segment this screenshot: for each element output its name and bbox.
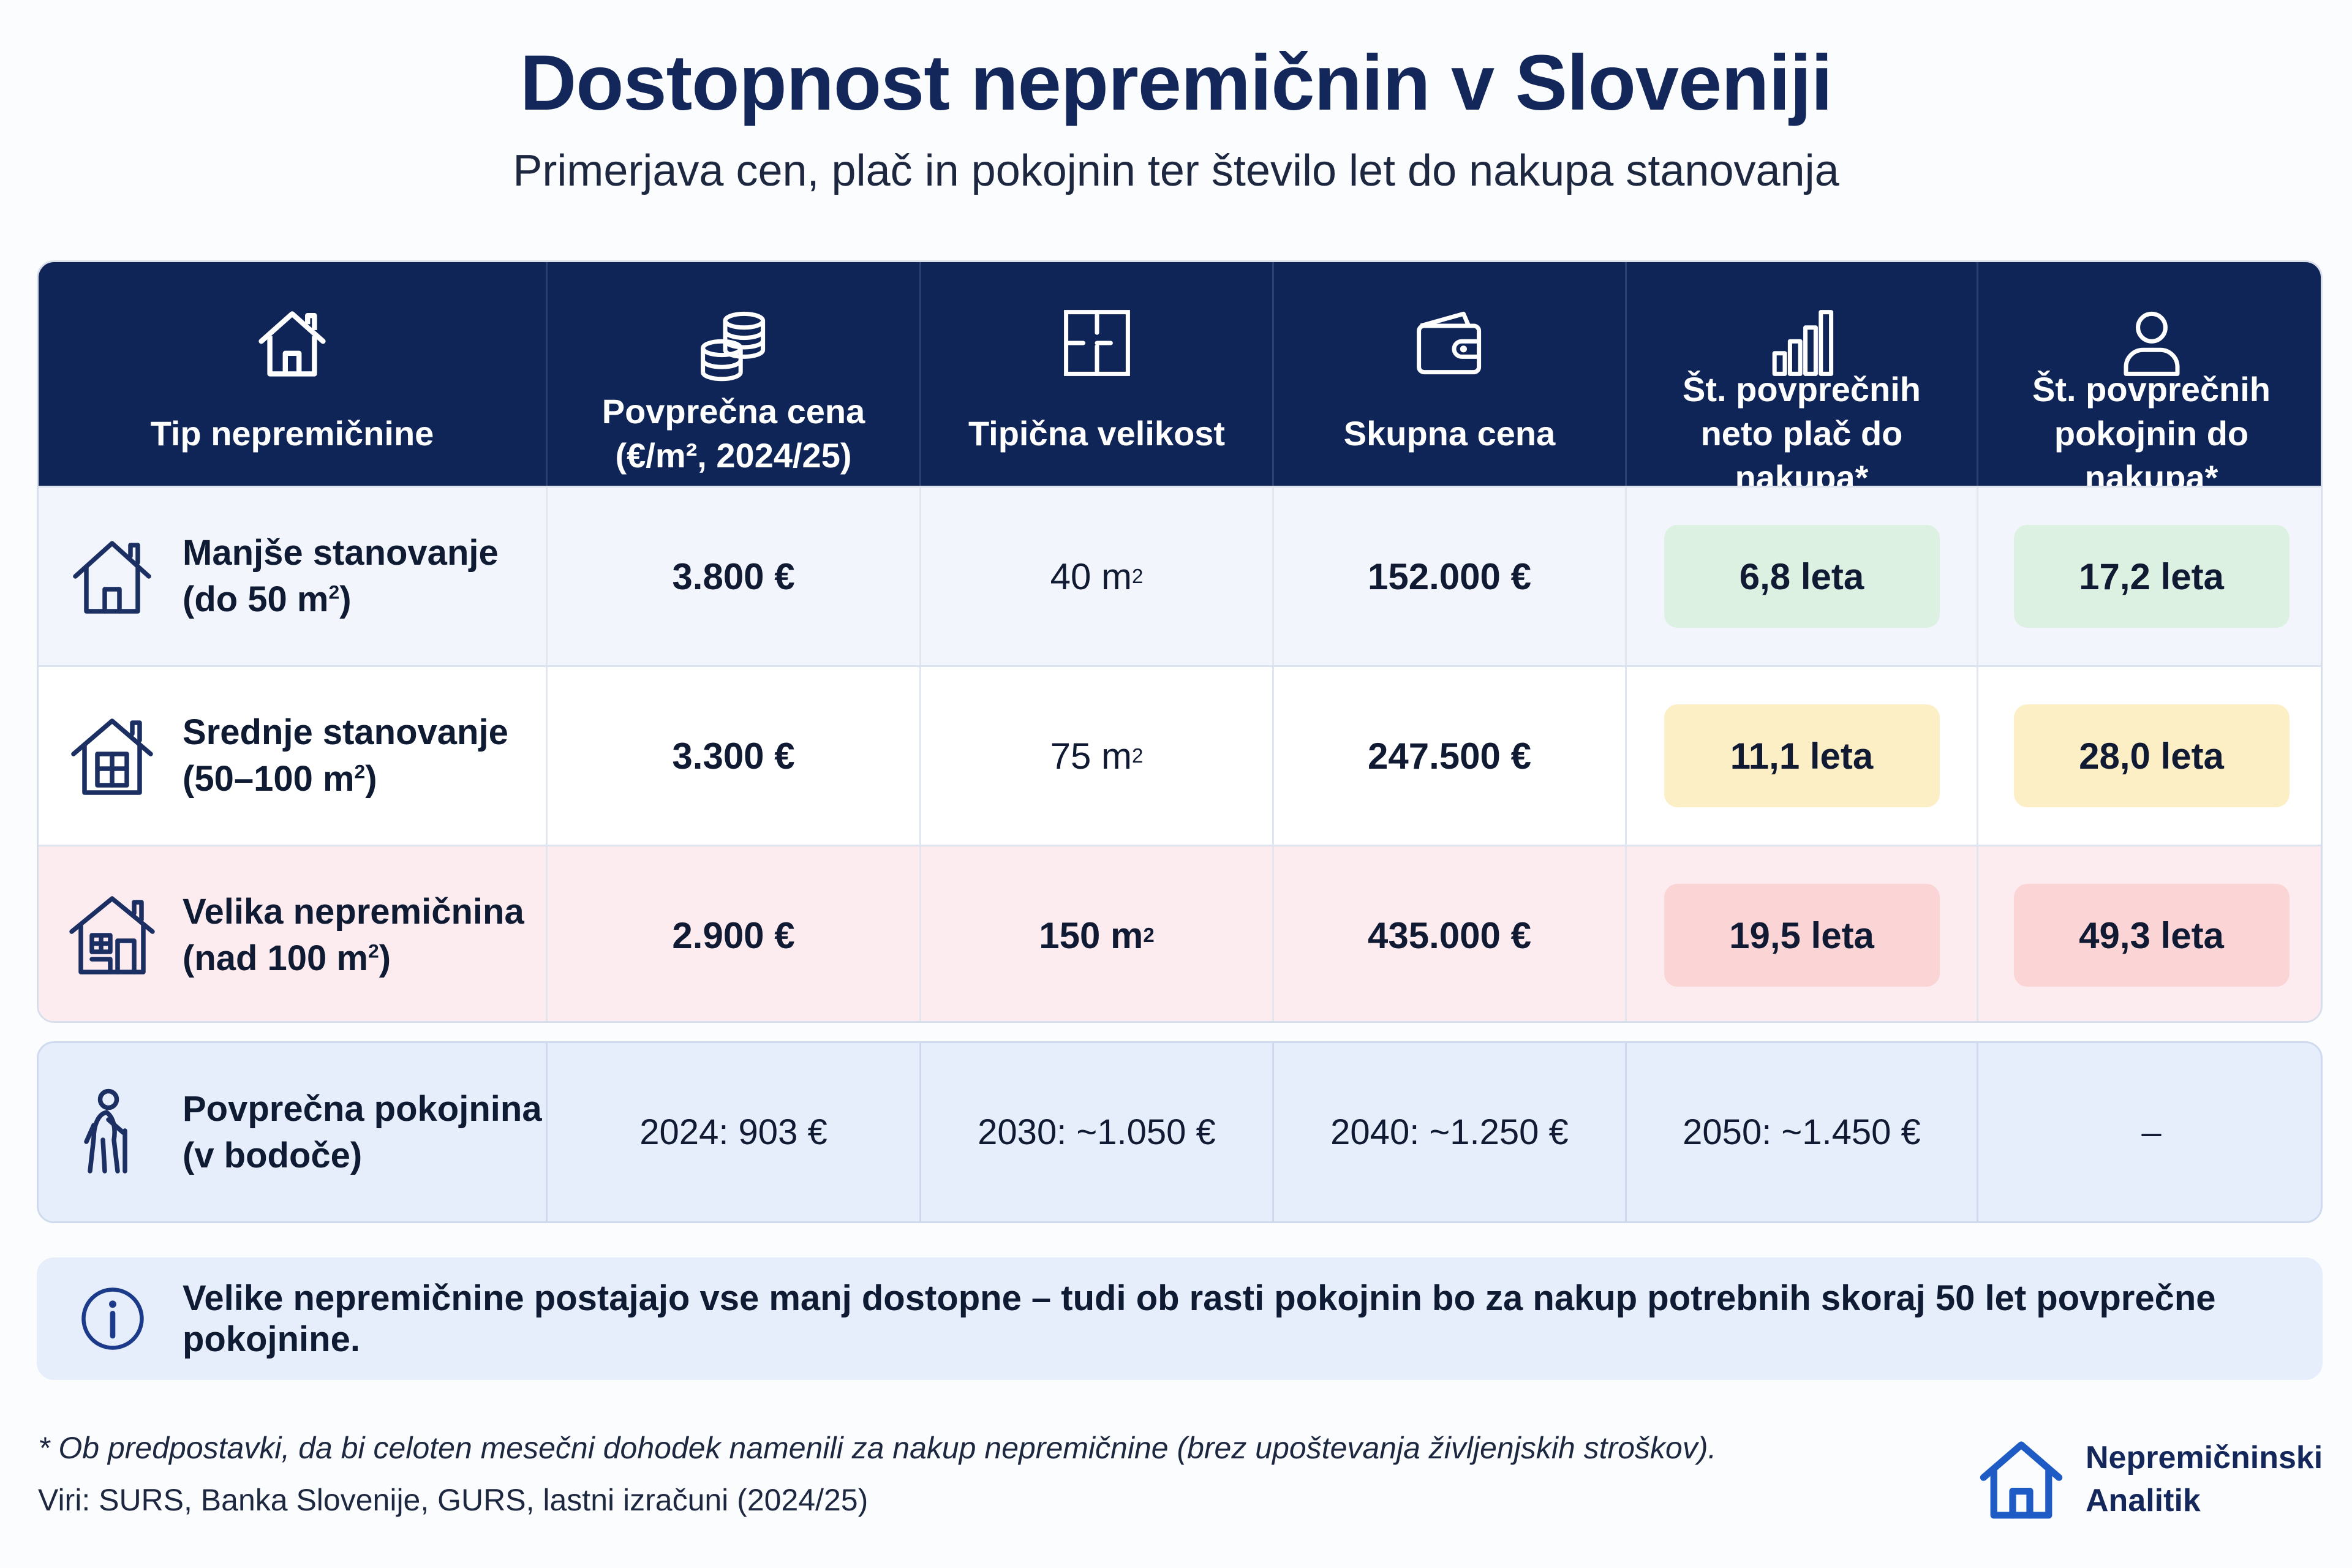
salaries-years-badge: 6,8 leta: [1664, 525, 1940, 628]
pension-value-cell: 2050: ~1.450 €: [1625, 1043, 1977, 1221]
page-subtitle: Primerjava cen, plač in pokojnin ter šte…: [513, 146, 1839, 195]
wallet-icon: [1416, 311, 1481, 375]
floor-plan-icon: [1063, 310, 1130, 376]
table-header: Tip nepremičnine: [39, 262, 2321, 497]
column-header-label: Št. povprečnih: [2032, 370, 2271, 409]
pension-value-cell: –: [1977, 1043, 2321, 1221]
table-row: Manjše stanovanje (do 50 m2) 3.800 € 40 …: [39, 486, 2321, 665]
price-per-m2-cell: 3.300 €: [546, 667, 919, 845]
column-header-label: (€/m², 2024/25): [615, 436, 852, 475]
brand-name: Nepremičninski: [2086, 1440, 2323, 1476]
column-header-label: Št. povprečnih: [1683, 370, 1921, 409]
table-row: Srednje stanovanje (50–100 m2) 3.300 € 7…: [39, 665, 2321, 845]
pensions-cell: 49,3 leta: [1977, 846, 2321, 1021]
total-price-cell: 152.000 €: [1272, 488, 1625, 665]
pension-value-cell: 2030: ~1.050 €: [919, 1043, 1272, 1221]
price-per-m2-cell: 2.900 €: [546, 846, 919, 1021]
total-price-cell: 247.500 €: [1272, 667, 1625, 845]
column-header-salaries: Št. povprečnih neto plač do nakupa*: [1625, 262, 1977, 497]
pensions-cell: 17,2 leta: [1977, 488, 2321, 665]
column-header-size: Tipična velikost: [919, 262, 1272, 486]
pension-label: Povprečna pokojnina: [183, 1088, 542, 1129]
salaries-cell: 11,1 leta: [1625, 667, 1977, 845]
affordability-table: Tip nepremičnine: [37, 260, 2323, 1023]
footnote: * Ob predpostavki, da bi celoten mesečni…: [38, 1431, 1717, 1465]
pensions-years-badge: 49,3 leta: [2013, 884, 2290, 987]
pensions-years-badge: 28,0 leta: [2013, 704, 2290, 807]
info-callout: Velike nepremičnine postajajo vse manj d…: [37, 1257, 2323, 1380]
property-type-cell: Velika nepremičnina (nad 100 m2): [39, 846, 546, 1021]
column-header-pensions: Št. povprečnih pokojnin do nakupa*: [1977, 262, 2321, 497]
column-header-label: Tipična velikost: [968, 414, 1226, 453]
small-house-icon: [73, 541, 151, 614]
bar-chart-icon: [1772, 310, 1833, 376]
property-type-range: (do 50 m2): [183, 579, 352, 619]
property-type-name: Manjše stanovanje: [183, 533, 499, 573]
pensions-cell: 28,0 leta: [1977, 667, 2321, 845]
house-icon: [258, 311, 326, 377]
person-icon: [2124, 311, 2179, 376]
pension-sublabel: (v bodoče): [183, 1135, 363, 1175]
pension-label-cell: Povprečna pokojnina (v bodoče): [39, 1043, 546, 1221]
total-price-cell: 435.000 €: [1272, 846, 1625, 1021]
property-type-cell: Manjše stanovanje (do 50 m2): [39, 488, 546, 665]
pension-value-cell: 2040: ~1.250 €: [1272, 1043, 1625, 1221]
column-header-price-per-m2: Povprečna cena (€/m², 2024/25): [546, 262, 919, 486]
price-per-m2-cell: 3.800 €: [546, 488, 919, 665]
brand-house-icon: [1980, 1441, 2063, 1519]
page-title: Dostopnost nepremičnin v Sloveniji: [519, 39, 1833, 127]
large-house-icon: [69, 896, 155, 974]
salaries-years-badge: 11,1 leta: [1664, 704, 1940, 807]
property-type-range: (50–100 m2): [183, 759, 377, 799]
column-header-label: Skupna cena: [1343, 414, 1556, 453]
coins-icon: [700, 311, 765, 382]
column-header-label: Povprečna cena: [601, 392, 865, 431]
table-row: Velika nepremičnina (nad 100 m2) 2.900 €…: [39, 845, 2321, 1021]
elderly-person-icon: [84, 1088, 127, 1174]
property-type-name: Srednje stanovanje: [183, 712, 508, 752]
medium-house-icon: [71, 718, 153, 795]
property-type-range: (nad 100 m2): [183, 938, 391, 978]
info-icon: [81, 1287, 144, 1350]
salaries-cell: 6,8 leta: [1625, 488, 1977, 665]
property-type-name: Velika nepremičnina: [183, 892, 524, 932]
salaries-cell: 19,5 leta: [1625, 846, 1977, 1021]
brand-logo: Nepremičninski Analitik: [1975, 1433, 2331, 1525]
brand-name: Analitik: [2086, 1483, 2201, 1518]
salaries-years-badge: 19,5 leta: [1664, 884, 1940, 987]
pension-value-cell: 2024: 903 €: [546, 1043, 919, 1221]
info-text: Velike nepremičnine postajajo vse manj d…: [182, 1278, 2216, 1359]
sources: Viri: SURS, Banka Slovenije, GURS, lastn…: [38, 1483, 869, 1517]
column-header-label: Tip nepremičnine: [150, 414, 434, 453]
column-header-type: Tip nepremičnine: [39, 262, 546, 486]
pensions-years-badge: 17,2 leta: [2013, 525, 2290, 628]
column-header-total-price: Skupna cena: [1272, 262, 1625, 486]
pension-projection-row: Povprečna pokojnina (v bodoče) 2024: 903…: [37, 1041, 2323, 1223]
property-type-cell: Srednje stanovanje (50–100 m2): [39, 667, 546, 845]
